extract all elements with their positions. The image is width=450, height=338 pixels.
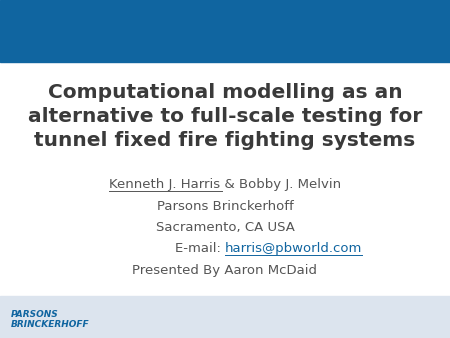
Text: PARSONS
BRINCKERHOFF: PARSONS BRINCKERHOFF (11, 310, 90, 329)
Text: Kenneth J. Harris & Bobby J. Melvin: Kenneth J. Harris & Bobby J. Melvin (109, 178, 341, 191)
Text: Computational modelling as an
alternative to full-scale testing for
tunnel fixed: Computational modelling as an alternativ… (28, 83, 422, 150)
Bar (0, 0, 450, 62)
Text: E-mail:: E-mail: (175, 242, 225, 255)
Bar (0, 296, 450, 338)
Text: harris@pbworld.com: harris@pbworld.com (225, 242, 362, 255)
Text: Sacramento, CA USA: Sacramento, CA USA (156, 221, 294, 234)
Text: Parsons Brinckerhoff: Parsons Brinckerhoff (157, 200, 293, 213)
Text: Presented By Aaron McDaid: Presented By Aaron McDaid (132, 264, 318, 277)
